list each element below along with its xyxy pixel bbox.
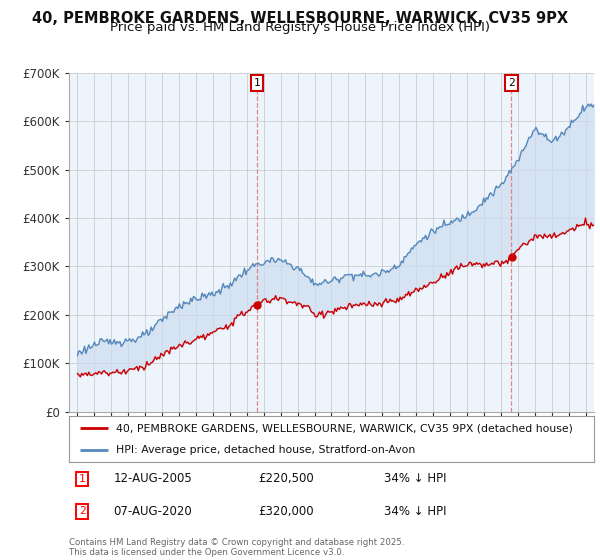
Text: 2: 2 — [79, 506, 86, 516]
Text: 07-AUG-2020: 07-AUG-2020 — [113, 505, 193, 517]
Text: Price paid vs. HM Land Registry's House Price Index (HPI): Price paid vs. HM Land Registry's House … — [110, 21, 490, 34]
Text: 1: 1 — [254, 78, 260, 88]
Text: Contains HM Land Registry data © Crown copyright and database right 2025.
This d: Contains HM Land Registry data © Crown c… — [69, 538, 404, 557]
Text: 1: 1 — [79, 474, 86, 484]
Text: 12-AUG-2005: 12-AUG-2005 — [113, 473, 193, 486]
Text: 40, PEMBROKE GARDENS, WELLESBOURNE, WARWICK, CV35 9PX (detached house): 40, PEMBROKE GARDENS, WELLESBOURNE, WARW… — [116, 423, 573, 433]
Text: HPI: Average price, detached house, Stratford-on-Avon: HPI: Average price, detached house, Stra… — [116, 445, 415, 455]
Text: 2: 2 — [508, 78, 515, 88]
Text: £220,500: £220,500 — [258, 473, 314, 486]
Text: £320,000: £320,000 — [258, 505, 314, 517]
Text: 40, PEMBROKE GARDENS, WELLESBOURNE, WARWICK, CV35 9PX: 40, PEMBROKE GARDENS, WELLESBOURNE, WARW… — [32, 11, 568, 26]
Text: 34% ↓ HPI: 34% ↓ HPI — [384, 505, 446, 517]
Text: 34% ↓ HPI: 34% ↓ HPI — [384, 473, 446, 486]
